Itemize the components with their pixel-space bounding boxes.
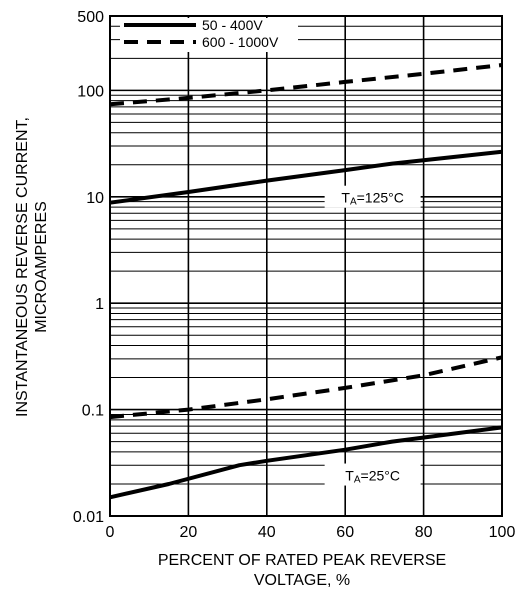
y-tick-label: 500 (77, 9, 104, 26)
series-group (109, 63, 503, 500)
x-tick-label: 100 (489, 524, 516, 541)
annotation-mask (324, 463, 421, 486)
series-line-solid-125c (109, 149, 503, 205)
legend-label: 50 - 400V (202, 17, 263, 33)
temperature-annotation: TA=125°C (341, 190, 403, 208)
y-axis-title-line-2: MICROAMPERES (33, 201, 50, 333)
x-tick-label: 0 (106, 524, 115, 541)
annotation-mask (324, 185, 421, 208)
x-axis-title-line-1: PERCENT OF RATED PEAK REVERSE (158, 552, 446, 569)
series-line-dashed-25c (109, 355, 503, 420)
x-tick-label: 60 (336, 524, 354, 541)
y-tick-label: 10 (86, 190, 104, 207)
y-tick-label: 0.01 (73, 509, 104, 526)
series-line-dashed-125c (109, 63, 503, 107)
series-line-solid-25c (109, 425, 503, 500)
grid-lines (109, 15, 503, 517)
annotations-group: TA=125°C TA=25°C (324, 185, 421, 486)
legend-label: 600 - 1000V (202, 34, 279, 50)
x-tick-label: 80 (415, 524, 433, 541)
y-tick-label: 100 (77, 83, 104, 100)
y-tick-label: 1 (95, 296, 104, 313)
temperature-annotation: TA=25°C (345, 468, 400, 486)
plot-border (109, 15, 503, 517)
y-axis-title-line-1: INSTANTANEOUS REVERSE CURRENT, (14, 117, 31, 417)
tick-labels: 0 20 40 60 80 100 0.01 0.1 1 10 100 500 (73, 9, 516, 541)
plot-frame (109, 15, 503, 517)
axis-titles: PERCENT OF RATED PEAK REVERSE VOLTAGE, %… (14, 117, 446, 589)
x-tick-label: 40 (258, 524, 276, 541)
x-tick-label: 20 (180, 524, 198, 541)
x-axis-title-line-2: VOLTAGE, % (254, 572, 350, 589)
y-tick-label: 0.1 (82, 403, 104, 420)
